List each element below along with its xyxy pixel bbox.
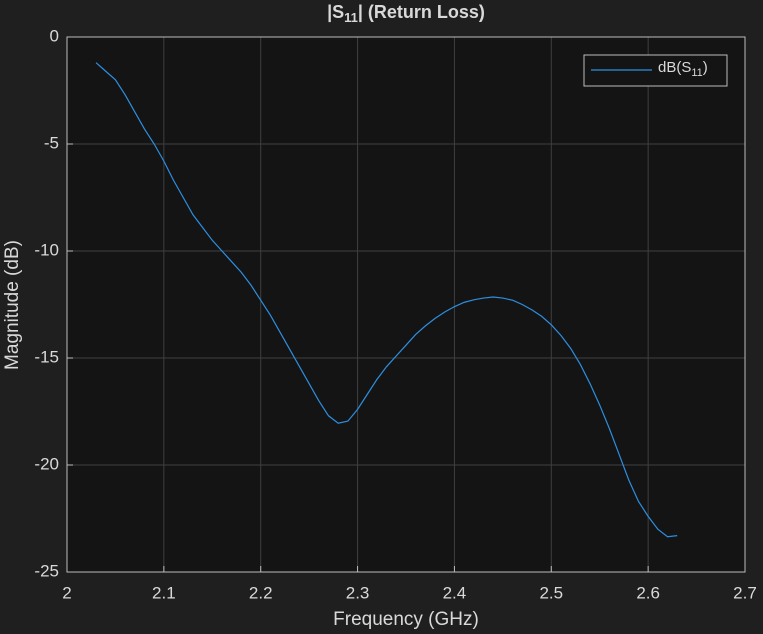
- legend-subscript: 11: [691, 67, 702, 79]
- y-tick-label: -10: [34, 240, 59, 259]
- y-tick-label: 0: [50, 26, 59, 45]
- x-tick-label: 2.1: [152, 583, 176, 602]
- title-part: | (Return Loss): [358, 2, 485, 22]
- plot-area: [67, 37, 745, 572]
- data-line: [95, 62, 678, 538]
- x-tick-label: 2.7: [733, 583, 757, 602]
- y-tick-label: -5: [44, 133, 59, 152]
- chart-title: |S11| (Return Loss): [327, 2, 485, 26]
- y-tick-label: -20: [34, 454, 59, 473]
- y-tick-label: -15: [34, 347, 59, 366]
- x-tick-label: 2.4: [443, 583, 467, 602]
- title-subscript: 11: [344, 10, 358, 25]
- x-tick-label: 2.6: [636, 583, 660, 602]
- x-axis-label: Frequency (GHz): [333, 609, 479, 630]
- legend-label: dB(S11): [658, 59, 708, 79]
- legend-part: ): [703, 59, 708, 76]
- x-tick-label: 2: [62, 583, 71, 602]
- x-tick-label: 2.5: [539, 583, 563, 602]
- title-part: |S: [327, 2, 344, 22]
- x-tick-label: 2.2: [249, 583, 273, 602]
- x-tick-label: 2.3: [346, 583, 370, 602]
- y-axis-label: Magnitude (dB): [2, 240, 23, 370]
- legend-part: dB(S: [658, 59, 691, 76]
- axes-frame: [66, 36, 746, 573]
- y-tick-label: -25: [34, 561, 59, 580]
